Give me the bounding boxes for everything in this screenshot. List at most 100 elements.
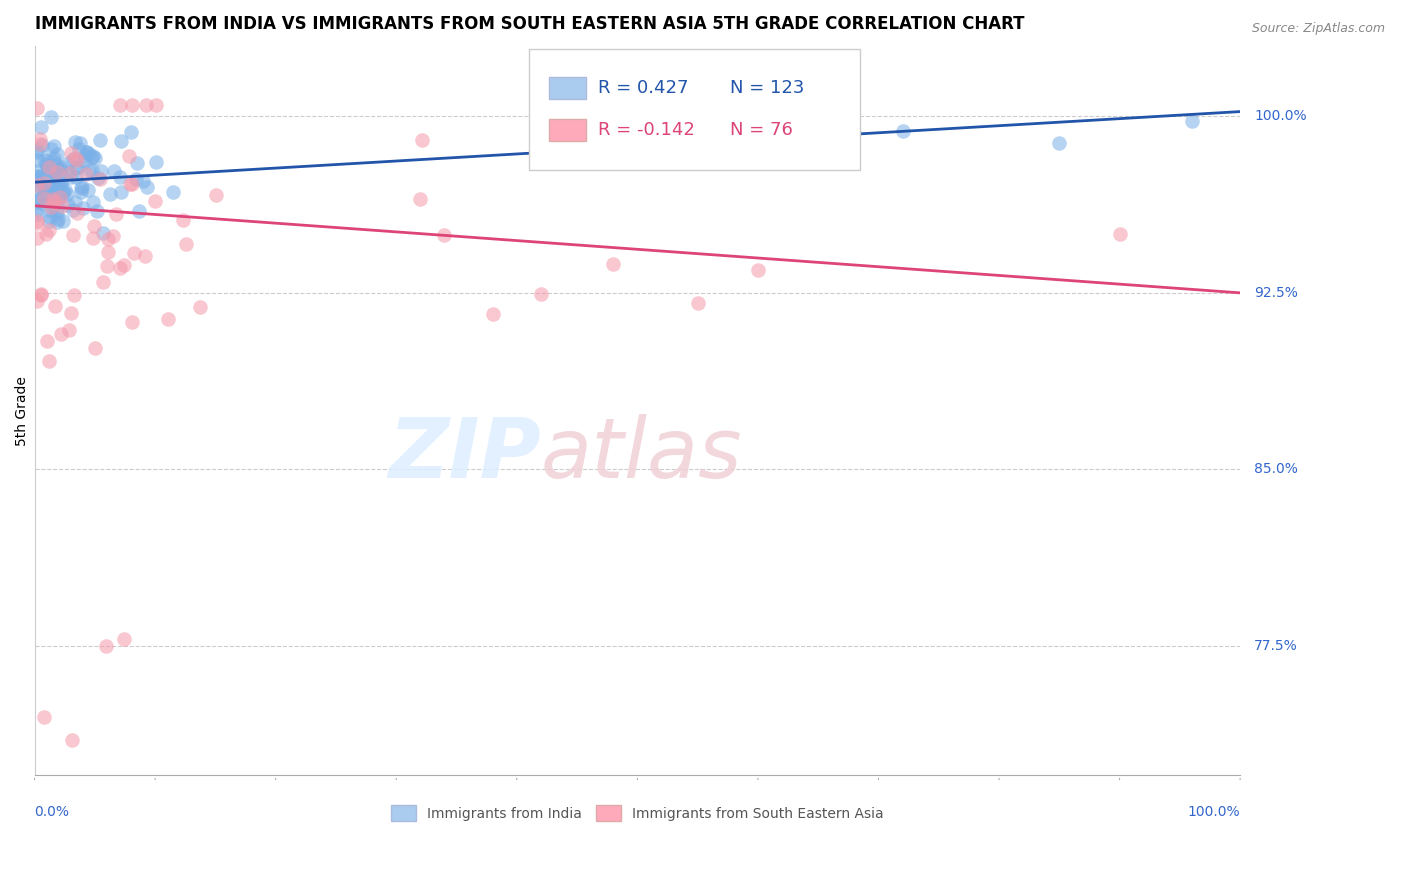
Point — [46, 211, 69, 226]
Point — [1181, 113, 1204, 128]
Point — [82, 162, 104, 177]
Point — [59, 165, 82, 179]
Point — [37, 334, 59, 349]
Point — [48, 190, 70, 204]
Point — [39, 189, 62, 203]
Point — [91, 275, 114, 289]
Point — [128, 203, 150, 218]
Point — [42, 154, 65, 169]
Point — [44, 299, 66, 313]
Point — [686, 296, 709, 310]
Point — [76, 145, 98, 160]
Point — [52, 214, 75, 228]
Point — [60, 733, 83, 747]
Point — [28, 169, 51, 183]
Point — [34, 191, 56, 205]
Text: IMMIGRANTS FROM INDIA VS IMMIGRANTS FROM SOUTH EASTERN ASIA 5TH GRADE CORRELATIO: IMMIGRANTS FROM INDIA VS IMMIGRANTS FROM… — [35, 15, 1024, 33]
Point — [25, 293, 48, 308]
Point — [56, 198, 79, 212]
Point — [72, 201, 94, 215]
Point — [27, 207, 49, 221]
Point — [747, 263, 769, 277]
Point — [747, 154, 769, 169]
Point — [145, 97, 167, 112]
Point — [112, 632, 135, 646]
Point — [25, 178, 48, 193]
Point — [675, 105, 697, 120]
Point — [41, 203, 63, 218]
Point — [108, 97, 131, 112]
Point — [44, 173, 66, 187]
Text: 100.0%: 100.0% — [1254, 110, 1306, 123]
Point — [73, 149, 96, 163]
Point — [25, 101, 48, 115]
Point — [156, 312, 179, 326]
Point — [162, 186, 184, 200]
Legend: Immigrants from India, Immigrants from South Eastern Asia: Immigrants from India, Immigrants from S… — [385, 800, 889, 827]
Point — [98, 186, 121, 201]
Point — [62, 203, 84, 218]
Point — [51, 199, 73, 213]
Point — [70, 180, 93, 194]
Point — [51, 160, 73, 174]
Point — [63, 151, 86, 165]
Point — [25, 194, 48, 209]
Point — [62, 152, 84, 166]
Text: R = 0.427: R = 0.427 — [598, 79, 688, 97]
Point — [65, 161, 87, 176]
Point — [44, 161, 66, 175]
Point — [65, 170, 87, 185]
Point — [97, 245, 120, 260]
Point — [41, 192, 63, 206]
Point — [188, 300, 211, 314]
Point — [82, 150, 104, 164]
Point — [46, 175, 69, 189]
Point — [101, 229, 124, 244]
Point — [48, 180, 70, 194]
Point — [30, 288, 52, 302]
Point — [433, 227, 456, 242]
Point — [30, 169, 52, 184]
Point — [35, 157, 58, 171]
Point — [66, 153, 89, 168]
Point — [48, 162, 70, 177]
Point — [25, 216, 48, 230]
Point — [25, 193, 48, 207]
Text: 92.5%: 92.5% — [1254, 285, 1298, 300]
Point — [35, 154, 58, 169]
Point — [69, 136, 91, 150]
Point — [44, 164, 66, 178]
Point — [89, 172, 111, 186]
Point — [1108, 227, 1130, 242]
Point — [891, 124, 914, 138]
Point — [32, 197, 55, 211]
Point — [37, 163, 59, 178]
Point — [39, 201, 62, 215]
Point — [51, 178, 73, 192]
Point — [84, 341, 107, 355]
Point — [63, 135, 86, 149]
Point — [25, 173, 48, 187]
Y-axis label: 5th Grade: 5th Grade — [15, 376, 30, 445]
Point — [32, 709, 55, 723]
Text: 100.0%: 100.0% — [1188, 805, 1240, 819]
Point — [1047, 136, 1070, 151]
Point — [59, 306, 82, 320]
Point — [46, 181, 69, 195]
Point — [121, 315, 143, 329]
Point — [27, 163, 49, 178]
Point — [42, 169, 65, 183]
Point — [25, 177, 48, 191]
Point — [89, 133, 111, 147]
Point — [39, 111, 62, 125]
Point — [38, 160, 60, 174]
Point — [69, 181, 91, 195]
Point — [49, 190, 72, 204]
Point — [35, 185, 58, 199]
Point — [62, 227, 84, 242]
Point — [205, 187, 228, 202]
Point — [53, 183, 76, 197]
Point — [46, 147, 69, 161]
Point — [70, 185, 93, 199]
Text: 0.0%: 0.0% — [35, 805, 69, 819]
